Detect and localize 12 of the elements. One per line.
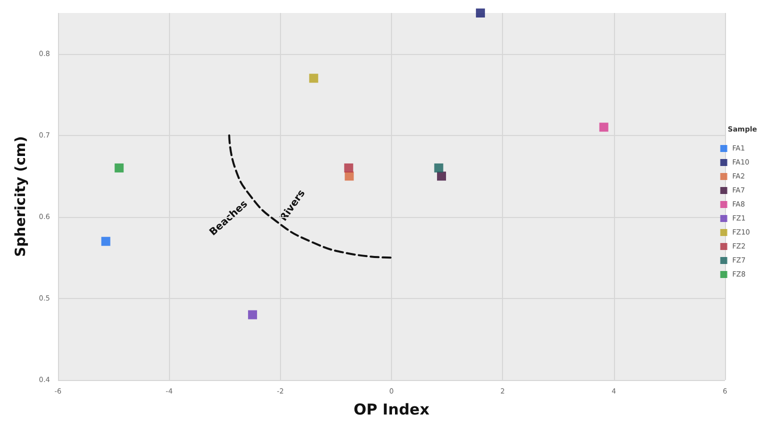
point — [114, 163, 124, 172]
point — [434, 163, 444, 172]
point — [101, 236, 110, 246]
point — [599, 122, 608, 132]
point — [344, 172, 354, 181]
point — [248, 310, 258, 320]
point — [344, 163, 354, 172]
point — [476, 8, 485, 18]
x-axis-title: OP Index — [354, 400, 430, 418]
point — [309, 74, 318, 83]
y-axis-title: Sphericity (cm) — [12, 136, 29, 257]
point — [437, 172, 446, 181]
